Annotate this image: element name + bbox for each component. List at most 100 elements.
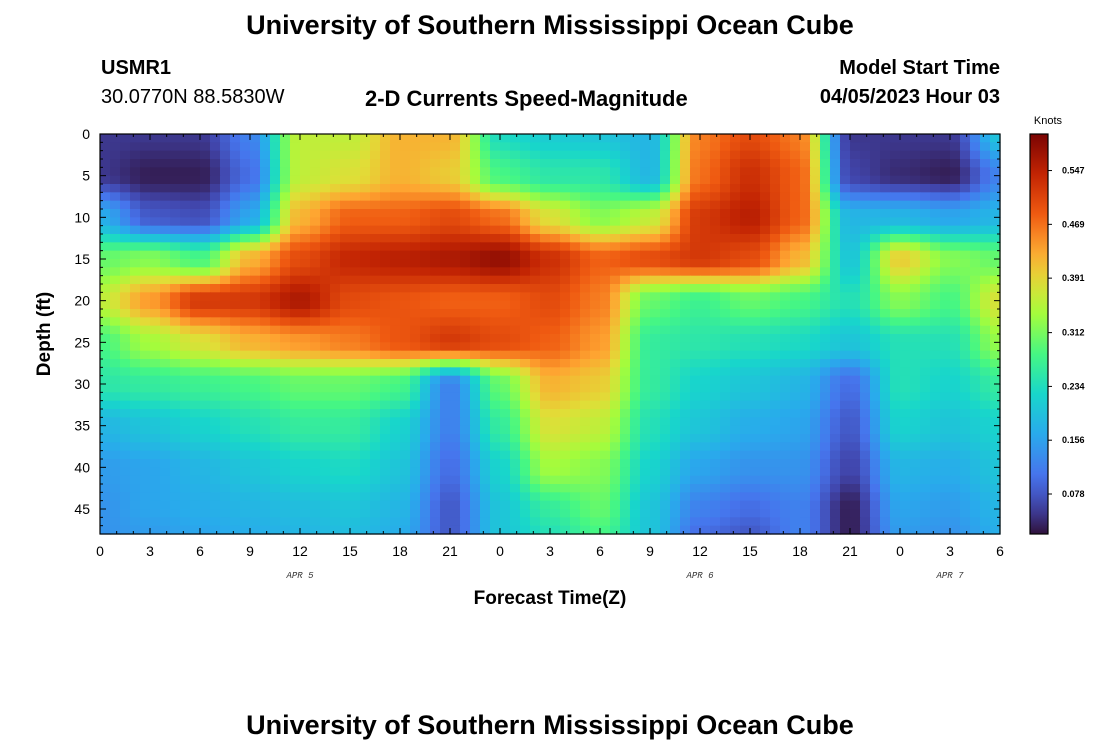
heatmap-cell bbox=[870, 200, 881, 210]
heatmap-cell bbox=[100, 134, 111, 143]
heatmap-cell bbox=[610, 209, 621, 218]
heatmap-cell bbox=[160, 492, 171, 502]
heatmap-cell bbox=[450, 175, 461, 185]
heatmap-cell bbox=[340, 425, 351, 435]
heatmap-cell bbox=[420, 167, 431, 177]
heatmap-cell bbox=[240, 250, 251, 260]
heatmap-cell bbox=[470, 217, 481, 227]
heatmap-cell bbox=[160, 284, 171, 293]
heatmap-cell bbox=[250, 409, 261, 418]
heatmap-cell bbox=[520, 459, 531, 468]
heatmap-cell bbox=[710, 242, 721, 252]
heatmap-cell bbox=[970, 434, 981, 443]
heatmap-cell bbox=[380, 442, 391, 452]
heatmap-cell bbox=[980, 317, 991, 327]
heatmap-cell bbox=[150, 267, 161, 277]
heatmap-cell bbox=[730, 359, 741, 368]
heatmap-cell bbox=[870, 425, 881, 435]
heatmap-cell bbox=[850, 267, 861, 277]
heatmap-cell bbox=[140, 400, 151, 410]
heatmap-cell bbox=[560, 167, 571, 177]
heatmap-cell bbox=[470, 517, 481, 527]
heatmap-cell bbox=[680, 217, 691, 227]
heatmap-cell bbox=[110, 175, 121, 185]
heatmap-cell bbox=[460, 175, 471, 185]
heatmap-cell bbox=[130, 467, 141, 477]
heatmap-cell bbox=[980, 484, 991, 493]
heatmap-cell bbox=[190, 234, 201, 243]
heatmap-cell bbox=[420, 467, 431, 477]
heatmap-cell bbox=[600, 400, 611, 410]
heatmap-cell bbox=[240, 225, 251, 235]
heatmap-cell bbox=[260, 384, 271, 393]
heatmap-cell bbox=[590, 150, 601, 160]
heatmap-cell bbox=[530, 442, 541, 452]
heatmap-cell bbox=[240, 367, 251, 377]
heatmap-cell bbox=[400, 367, 411, 377]
heatmap-cell bbox=[950, 309, 961, 318]
heatmap-cell bbox=[100, 284, 111, 293]
heatmap-cell bbox=[440, 359, 451, 368]
heatmap-cell bbox=[510, 309, 521, 318]
heatmap-cell bbox=[230, 142, 241, 152]
heatmap-cell bbox=[120, 150, 131, 160]
heatmap-cell bbox=[780, 200, 791, 210]
heatmap-cell bbox=[900, 309, 911, 318]
heatmap-cell bbox=[920, 267, 931, 277]
heatmap-cell bbox=[490, 517, 501, 527]
heatmap-cell bbox=[380, 134, 391, 143]
heatmap-cell bbox=[790, 150, 801, 160]
heatmap-cell bbox=[150, 175, 161, 185]
heatmap-cell bbox=[550, 509, 561, 518]
heatmap-cell bbox=[970, 317, 981, 327]
heatmap-cell bbox=[320, 350, 331, 360]
heatmap-cell bbox=[540, 192, 551, 202]
heatmap-cell bbox=[240, 192, 251, 202]
heatmap-cell bbox=[790, 217, 801, 227]
heatmap-cell bbox=[580, 384, 591, 393]
heatmap-cell bbox=[180, 467, 191, 477]
heatmap-cell bbox=[320, 467, 331, 477]
heatmap-cell bbox=[820, 309, 831, 318]
heatmap-cell bbox=[870, 367, 881, 377]
heatmap-cell bbox=[780, 442, 791, 452]
heatmap-cell bbox=[560, 342, 571, 352]
heatmap-cell bbox=[510, 367, 521, 377]
heatmap-cell bbox=[130, 417, 141, 427]
heatmap-cell bbox=[890, 475, 901, 485]
heatmap-cell bbox=[710, 309, 721, 318]
heatmap-cell bbox=[430, 292, 441, 302]
heatmap-cell bbox=[390, 200, 401, 210]
heatmap-cell bbox=[470, 275, 481, 285]
heatmap-cell bbox=[140, 409, 151, 418]
heatmap-cell bbox=[190, 184, 201, 193]
heatmap-cell bbox=[840, 409, 851, 418]
heatmap-cell bbox=[600, 175, 611, 185]
heatmap-cell bbox=[650, 184, 661, 193]
heatmap-cell bbox=[530, 225, 541, 235]
heatmap-cell bbox=[740, 400, 751, 410]
heatmap-cell bbox=[110, 459, 121, 468]
heatmap-cell bbox=[370, 175, 381, 185]
heatmap-cell bbox=[750, 175, 761, 185]
heatmap-cell bbox=[260, 500, 271, 510]
heatmap-cell bbox=[630, 492, 641, 502]
heatmap-cell bbox=[610, 325, 621, 335]
heatmap-cell bbox=[800, 150, 811, 160]
heatmap-cell bbox=[990, 375, 1001, 385]
heatmap-cell bbox=[920, 475, 931, 485]
heatmap-cell bbox=[140, 434, 151, 443]
heatmap-cell bbox=[580, 367, 591, 377]
heatmap-cell bbox=[560, 467, 571, 477]
heatmap-cell bbox=[590, 284, 601, 293]
heatmap-cell bbox=[890, 167, 901, 177]
heatmap-cell bbox=[270, 267, 281, 277]
heatmap-cell bbox=[320, 475, 331, 485]
heatmap-cell bbox=[290, 350, 301, 360]
heatmap-cell bbox=[150, 525, 161, 535]
heatmap-cell bbox=[620, 259, 631, 268]
heatmap-cell bbox=[790, 275, 801, 285]
heatmap-cell bbox=[850, 459, 861, 468]
heatmap-cell bbox=[450, 417, 461, 427]
heatmap-cell bbox=[920, 309, 931, 318]
